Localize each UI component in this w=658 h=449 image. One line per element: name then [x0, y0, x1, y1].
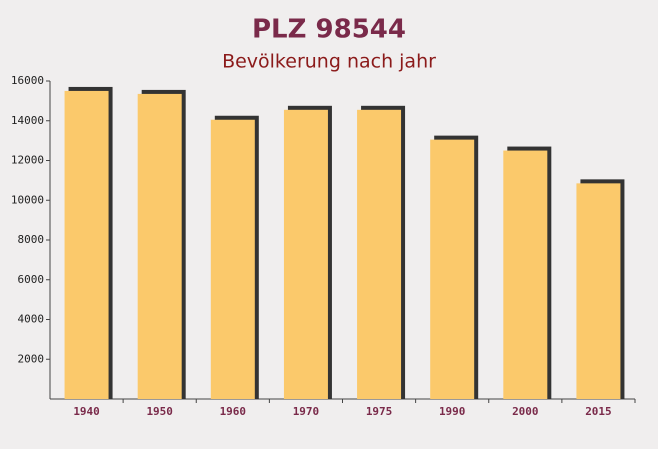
bar	[503, 150, 548, 399]
x-tick-label: 1950	[146, 405, 173, 418]
y-tick-label: 4000	[18, 313, 45, 326]
bar	[137, 93, 182, 399]
y-tick-label: 8000	[18, 233, 45, 246]
bar	[64, 90, 109, 399]
y-tick-label: 2000	[18, 352, 45, 365]
y-tick-label: 14000	[11, 114, 44, 127]
x-tick-label: 1975	[366, 405, 393, 418]
x-tick-label: 1990	[439, 405, 466, 418]
x-tick-label: 1940	[73, 405, 100, 418]
bar	[576, 183, 621, 399]
bar	[357, 109, 402, 399]
chart-title: PLZ 98544	[252, 15, 406, 45]
x-tick-label: 2015	[585, 405, 612, 418]
bar	[210, 119, 255, 399]
y-tick-label: 12000	[11, 154, 44, 167]
bar	[283, 109, 328, 399]
x-tick-label: 1970	[293, 405, 320, 418]
chart-subtitle: Bevölkerung nach jahr	[222, 51, 436, 73]
bar	[430, 139, 475, 399]
y-tick-label: 10000	[11, 193, 44, 206]
x-tick-label: 1960	[220, 405, 247, 418]
y-tick-label: 16000	[11, 74, 44, 87]
y-tick-label: 6000	[18, 273, 45, 286]
x-tick-label: 2000	[512, 405, 539, 418]
